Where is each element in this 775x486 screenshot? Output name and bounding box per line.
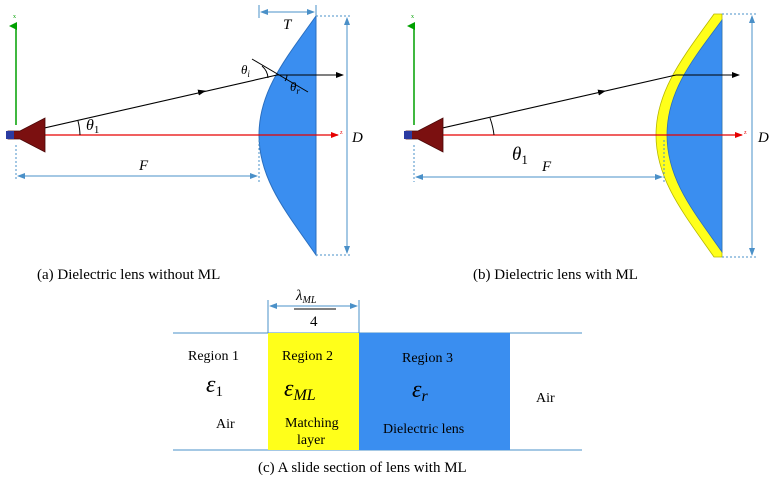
panel-a-caption: (a) Dielectric lens without ML bbox=[37, 267, 220, 283]
panel-a-label-t: T bbox=[283, 17, 293, 33]
panel-b-x-axis-label: x bbox=[411, 14, 414, 20]
panel-a-normal-line bbox=[251, 58, 309, 93]
panel-c-region3-symbol: εr bbox=[412, 377, 428, 405]
panel-a-label-theta-r: θr bbox=[290, 79, 300, 96]
panel-c-region3-medium: Dielectric lens bbox=[383, 422, 464, 437]
panel-b-ray-incident bbox=[415, 74, 677, 135]
panel-c-region2-medium-line2: layer bbox=[297, 433, 325, 448]
panel-c-region1-title: Region 1 bbox=[188, 349, 239, 364]
panel-c-region4-medium: Air bbox=[536, 391, 555, 406]
panel-a-label-f: F bbox=[138, 158, 149, 174]
panel-a-feed-point bbox=[6, 131, 14, 139]
panel-c-region2-title: Region 2 bbox=[282, 349, 333, 364]
panel-c-dim-denominator: 4 bbox=[310, 314, 318, 330]
panel-a-theta1-arc bbox=[77, 120, 81, 136]
panel-c-region3-block bbox=[359, 333, 510, 450]
panel-c-dim-numerator: λML bbox=[295, 288, 317, 306]
panel-a-theta-r-arc bbox=[284, 74, 288, 82]
panel-a-theta-i-arc bbox=[261, 65, 269, 79]
panel-b-label-d: D bbox=[757, 130, 769, 146]
panel-a-ray-incident bbox=[17, 74, 278, 135]
panel-c-region2-medium-line1: Matching bbox=[285, 416, 339, 431]
panel-b-feed-point bbox=[404, 131, 412, 139]
panel-c-region3-title: Region 3 bbox=[402, 351, 453, 366]
panel-a: x z T D F θ1 bbox=[6, 5, 363, 283]
panel-c-region2-block bbox=[268, 333, 359, 450]
panel-c: λML 4 Region 1 ε1 Air Region 2 εML Match… bbox=[173, 288, 582, 476]
panel-c-region1-medium: Air bbox=[216, 417, 235, 432]
panel-a-label-theta-i: θi bbox=[241, 62, 250, 79]
panel-b-theta1-arc bbox=[489, 117, 495, 136]
panel-c-caption: (c) A slide section of lens with ML bbox=[258, 460, 467, 476]
panel-b-label-theta1: θ1 bbox=[512, 144, 528, 167]
panel-c-region1-symbol: ε1 bbox=[206, 372, 223, 400]
panel-a-label-theta1: θ1 bbox=[86, 117, 99, 136]
panel-a-z-axis-label: z bbox=[340, 130, 343, 136]
panel-a-label-d: D bbox=[351, 130, 363, 146]
panel-c-region2-symbol: εML bbox=[284, 376, 316, 404]
panel-b-z-axis-label: z bbox=[744, 130, 747, 136]
panel-b-label-f: F bbox=[541, 159, 552, 175]
panel-b: x z D F θ1 (b) Dielectric lens with ML bbox=[404, 13, 769, 283]
panel-a-x-axis-label: x bbox=[13, 14, 16, 20]
panel-b-caption: (b) Dielectric lens with ML bbox=[473, 267, 638, 283]
